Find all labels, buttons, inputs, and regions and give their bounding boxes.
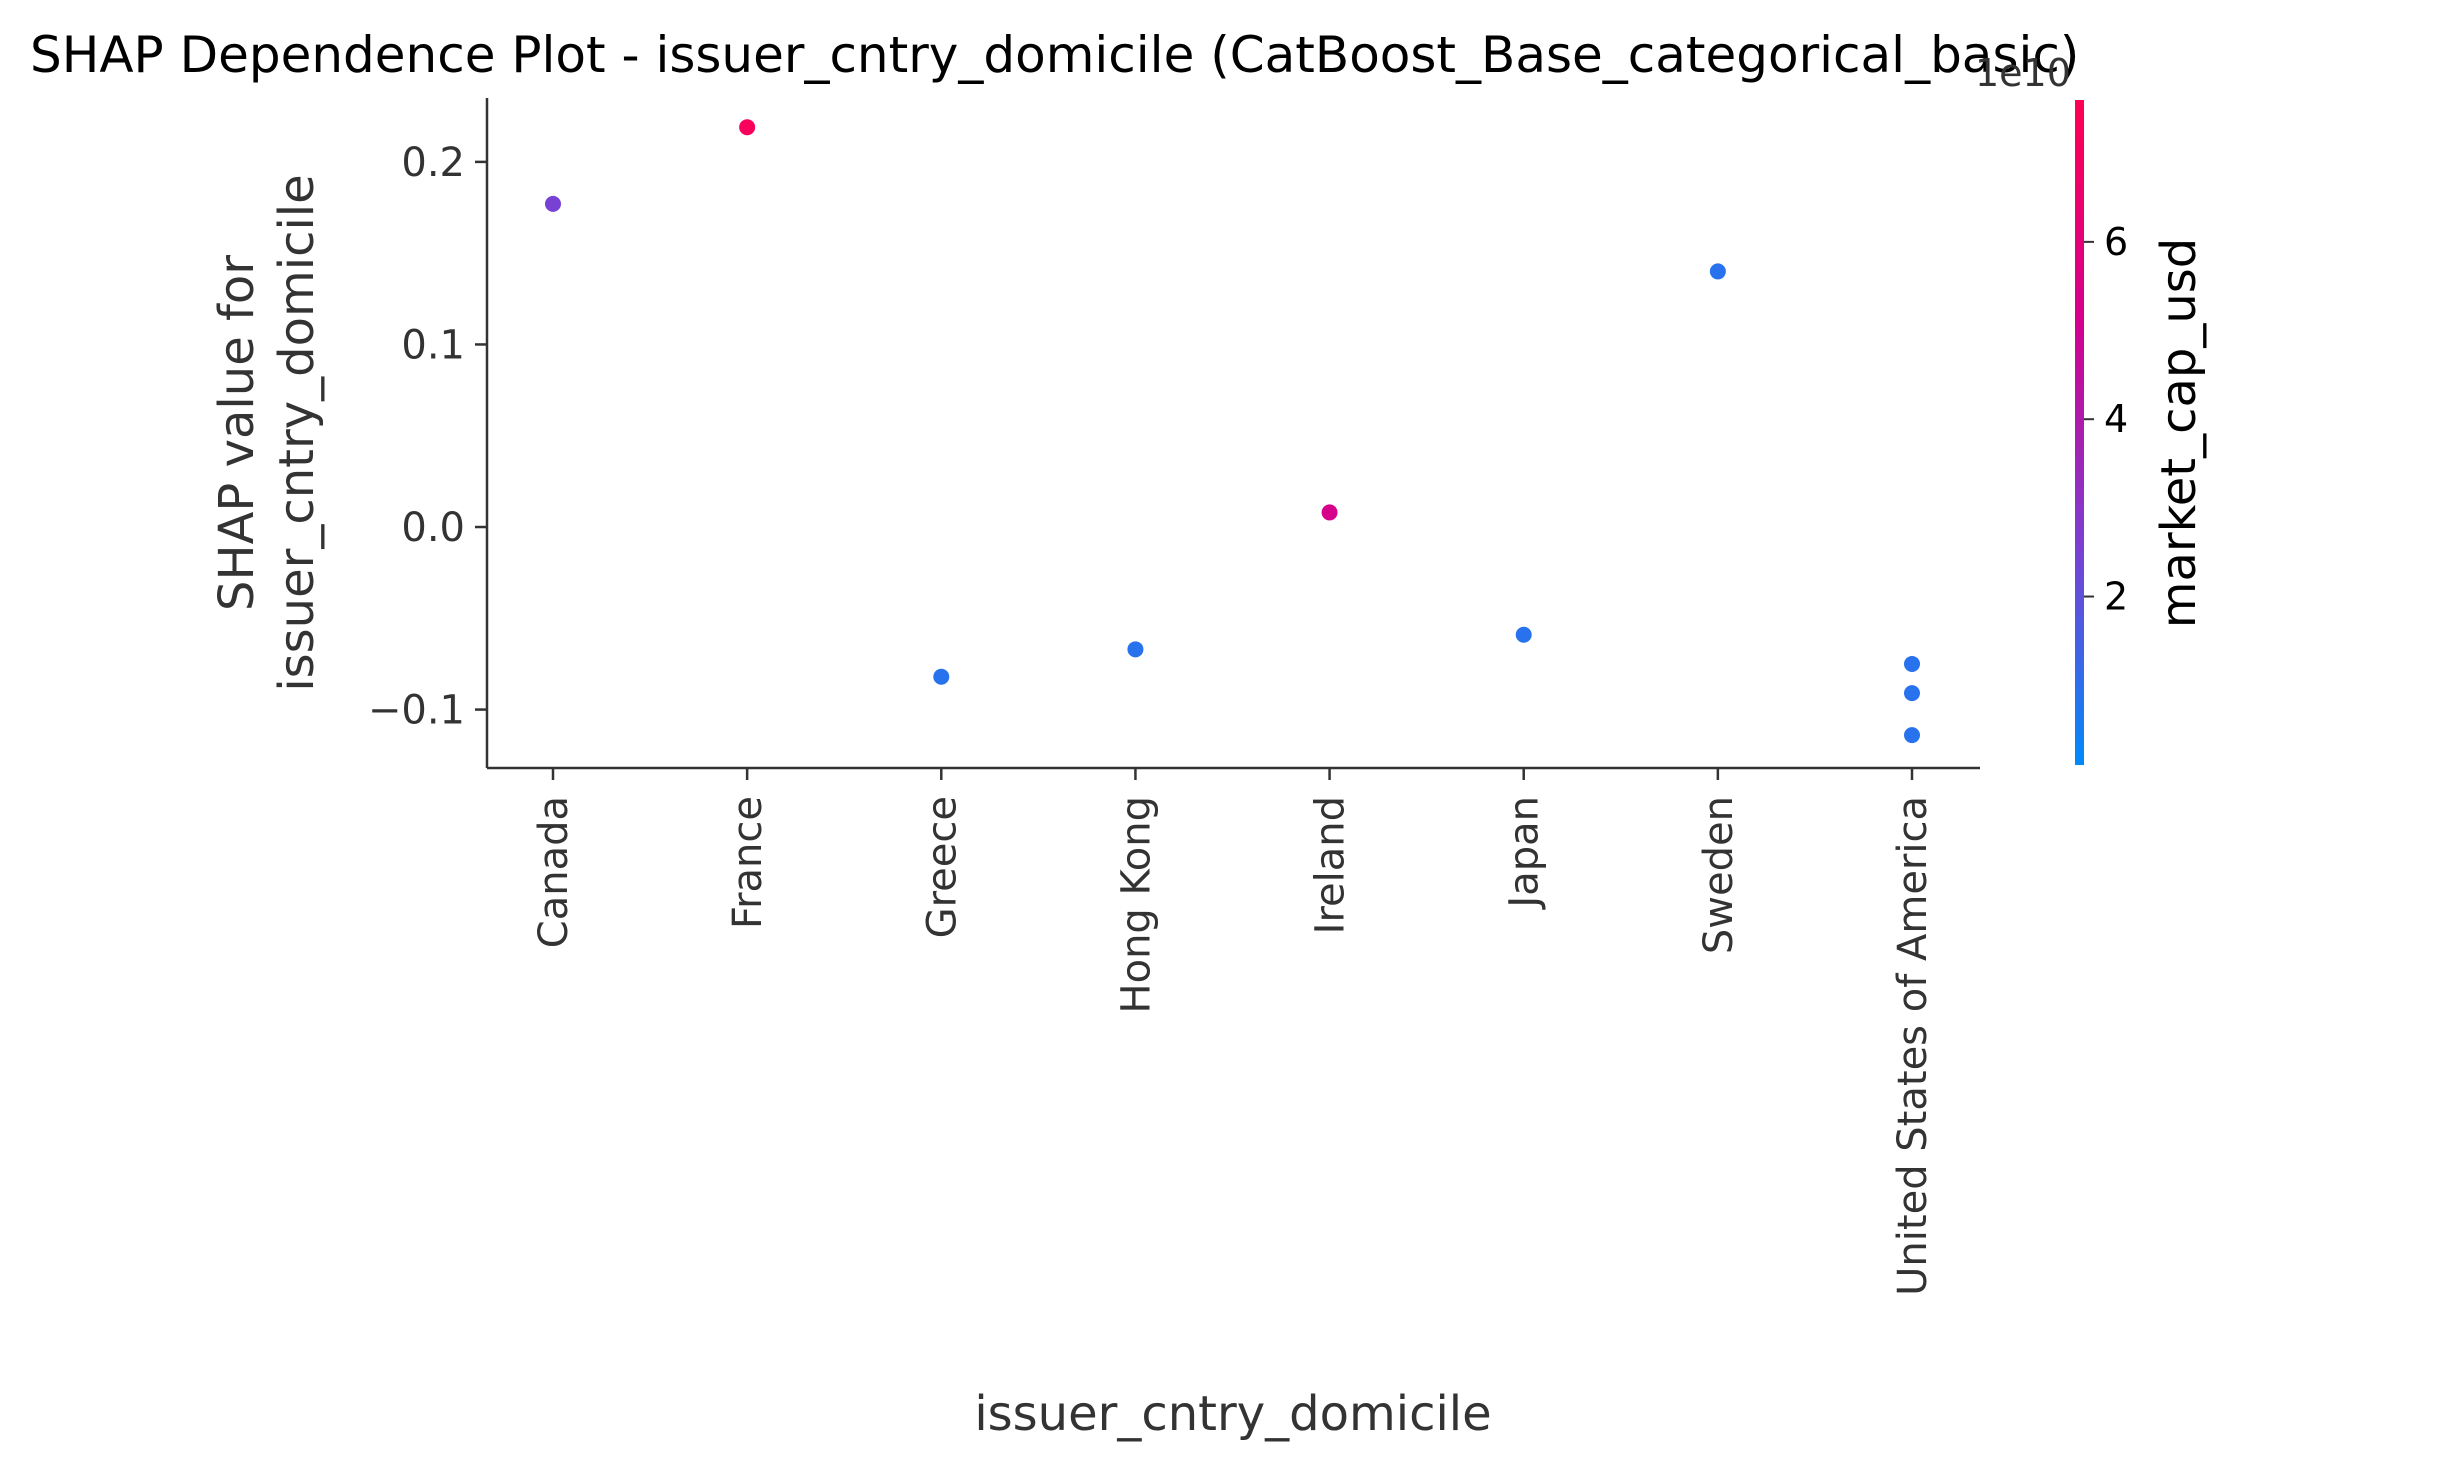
data-point	[933, 668, 950, 685]
x-tick-label: Hong Kong	[1113, 796, 1159, 1013]
data-point	[545, 195, 561, 212]
x-tick-label: Greece	[919, 796, 965, 938]
y-ticks: 0.2 0.1 0.0 −0.1	[368, 140, 487, 734]
colorbar-tick-label: 4	[2104, 397, 2128, 441]
x-axis-label: issuer_cntry_domicile	[974, 1386, 1491, 1442]
colorbar-tick-label: 6	[2104, 220, 2128, 264]
x-tick-label: France	[725, 796, 771, 929]
data-point	[1904, 685, 1920, 702]
chart-title: SHAP Dependence Plot - issuer_cntry_domi…	[30, 26, 2079, 84]
colorbar-ticks: 2 4 6	[2084, 220, 2128, 619]
x-tick-label: United States of America	[1890, 796, 1936, 1296]
data-point	[1904, 655, 1920, 672]
colorbar-tick-label: 2	[2104, 575, 2128, 619]
y-tick-label: 0.2	[401, 140, 465, 186]
data-point	[1904, 727, 1920, 744]
colorbar-label: market_cap_usd	[2151, 238, 2207, 629]
x-tick-label: Ireland	[1308, 796, 1354, 934]
x-ticks: Canada France Greece Hong Kong Ireland Japan S…	[531, 768, 1936, 1296]
y-tick-label: 0.0	[401, 505, 465, 551]
colorbar: 1e10 2 4 6 market_cap_usd	[1975, 51, 2207, 765]
x-tick-label: Canada	[531, 796, 577, 948]
x-tick-label: Sweden	[1696, 796, 1742, 954]
colorbar-gradient	[2075, 100, 2084, 765]
y-tick-label: 0.1	[401, 322, 465, 368]
data-point	[1709, 263, 1726, 280]
x-tick-label: Japan	[1502, 796, 1548, 911]
data-point	[1127, 641, 1144, 658]
colorbar-offset-text: 1e10	[1975, 51, 2071, 95]
data-point	[739, 119, 756, 136]
plot-area: 0.2 0.1 0.0 −0.1 Canada France Greece Hong Kon…	[368, 98, 1980, 1296]
y-axis-label: SHAP value for issuer_cntry_domicile	[209, 174, 325, 691]
data-point	[1321, 504, 1338, 521]
y-axis-label-line-2: issuer_cntry_domicile	[269, 174, 325, 691]
data-points	[545, 119, 1920, 744]
y-tick-label: −0.1	[368, 688, 465, 734]
y-axis-label-line-1: SHAP value for	[209, 255, 265, 611]
data-point	[1515, 626, 1532, 643]
